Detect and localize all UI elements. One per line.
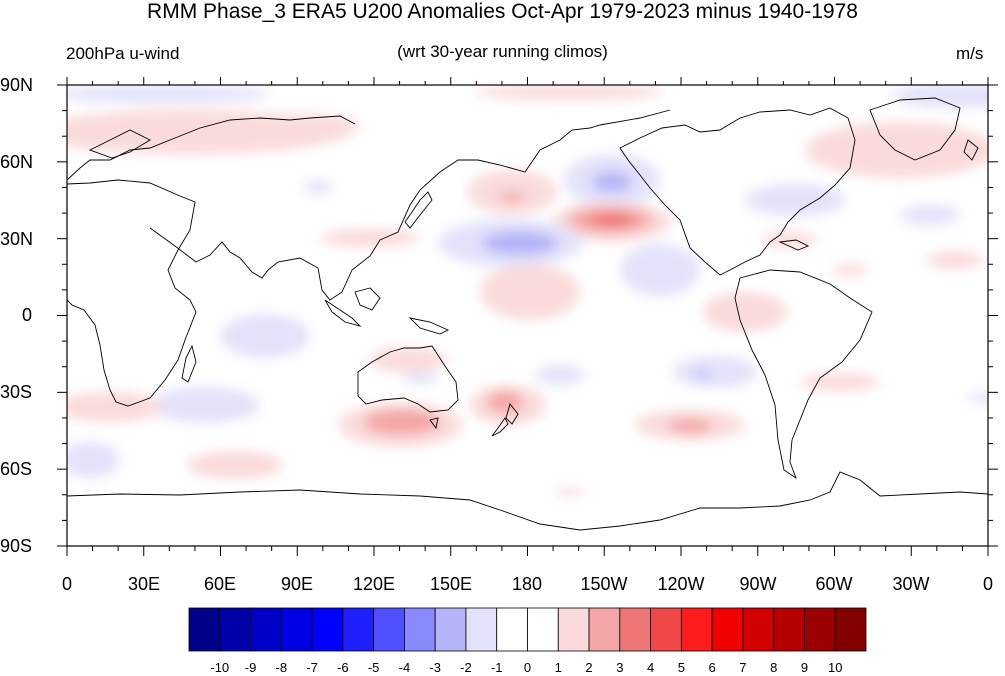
colorbar-swatch xyxy=(804,607,836,652)
colorbar-swatch xyxy=(280,607,313,652)
lat-label-60n: 60N xyxy=(0,152,33,172)
longitude-labels: 0 30E 60E 90E 120E 150E 180 150W 120W 90… xyxy=(62,574,993,594)
lon-label-90e: 90E xyxy=(281,574,313,594)
colorbar-swatch xyxy=(773,607,805,652)
lat-label-90n: 90N xyxy=(0,75,33,95)
colorbar-tick-label: 0 xyxy=(524,660,531,675)
colorbar-tick-label: 4 xyxy=(647,660,654,675)
center-subtitle: (wrt 30-year running climos) xyxy=(397,42,608,61)
colorbar-swatch xyxy=(342,607,375,652)
colorbar-tick-label: -10 xyxy=(210,660,229,675)
colorbar-swatch xyxy=(434,607,467,652)
colorbar-tick-label: -2 xyxy=(460,660,472,675)
lon-label-60e: 60E xyxy=(204,574,236,594)
lon-label-0-east: 0 xyxy=(983,574,993,594)
colorbar-tick-label: 1 xyxy=(555,660,562,675)
lon-label-30e: 30E xyxy=(128,574,160,594)
lon-label-0: 0 xyxy=(62,574,72,594)
colorbar-swatch xyxy=(373,607,405,652)
colorbar-tick-label: 8 xyxy=(770,660,777,675)
colorbar-swatch xyxy=(465,607,498,652)
lon-label-30w: 30W xyxy=(892,574,929,594)
colorbar-swatch xyxy=(742,607,775,652)
colorbar-tick-label: 2 xyxy=(585,660,592,675)
colorbar-tick-label: -7 xyxy=(306,660,318,675)
colorbar-tick-label: 9 xyxy=(801,660,808,675)
lon-label-180: 180 xyxy=(512,574,542,594)
units-label: m/s xyxy=(956,44,984,63)
anomaly-field xyxy=(67,85,988,496)
colorbar-swatch xyxy=(219,607,251,652)
colorbar-swatch xyxy=(711,607,744,652)
colorbar-swatch xyxy=(404,607,436,652)
colorbar-swatch xyxy=(650,607,682,652)
lon-label-120w: 120W xyxy=(657,574,704,594)
colorbar-swatch xyxy=(588,607,621,652)
colorbar-tick-label: 6 xyxy=(709,660,716,675)
colorbar-tick-label: -5 xyxy=(368,660,380,675)
lon-label-90w: 90W xyxy=(739,574,776,594)
variable-label: 200hPa u-wind xyxy=(66,44,180,63)
colorbar-tick-label: -8 xyxy=(276,660,288,675)
colorbar-tick-label: -6 xyxy=(337,660,349,675)
lon-label-120e: 120E xyxy=(353,574,395,594)
lat-label-30n: 30N xyxy=(0,229,33,249)
colorbar-swatch xyxy=(250,607,282,652)
colorbar-swatch xyxy=(834,607,867,652)
colorbar xyxy=(188,607,867,652)
lat-label-60s: 60S xyxy=(0,459,32,479)
colorbar-swatch xyxy=(680,607,713,652)
colorbar-tick-label: -9 xyxy=(245,660,257,675)
colorbar-swatch xyxy=(496,607,528,652)
colorbar-swatch xyxy=(557,607,590,652)
lon-label-150w: 150W xyxy=(580,574,627,594)
colorbar-swatch xyxy=(188,607,221,652)
page-title: RMM Phase_3 ERA5 U200 Anomalies Oct-Apr … xyxy=(147,0,858,23)
colorbar-tick-label: -4 xyxy=(399,660,411,675)
latitude-labels: 90N 60N 30N 0 30S 60S 90S xyxy=(0,75,33,556)
lon-label-60w: 60W xyxy=(815,574,852,594)
axis-ticks xyxy=(57,77,998,556)
colorbar-tick-label: 7 xyxy=(739,660,746,675)
colorbar-tick-label: 3 xyxy=(616,660,623,675)
colorbar-swatch xyxy=(619,607,651,652)
colorbar-tick-label: -1 xyxy=(491,660,503,675)
coastlines xyxy=(67,97,988,531)
lat-label-90s: 90S xyxy=(0,536,32,556)
lat-label-30s: 30S xyxy=(0,382,32,402)
colorbar-swatch xyxy=(311,607,344,652)
colorbar-swatch xyxy=(527,607,559,652)
colorbar-tick-label: 5 xyxy=(678,660,685,675)
lon-label-150e: 150E xyxy=(430,574,472,594)
lat-label-0: 0 xyxy=(22,305,32,325)
colorbar-labels: -10 -9 -8 -7 -6 -5 -4 -3 -2 -1 0 1 2 3 4 5 6 7 8 9 10 xyxy=(210,660,842,675)
colorbar-tick-label: -3 xyxy=(429,660,441,675)
colorbar-tick-label: 10 xyxy=(828,660,842,675)
